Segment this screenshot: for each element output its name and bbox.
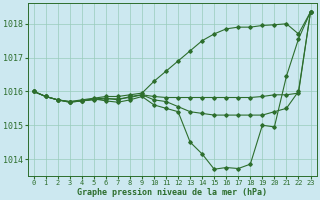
- X-axis label: Graphe pression niveau de la mer (hPa): Graphe pression niveau de la mer (hPa): [77, 188, 267, 197]
